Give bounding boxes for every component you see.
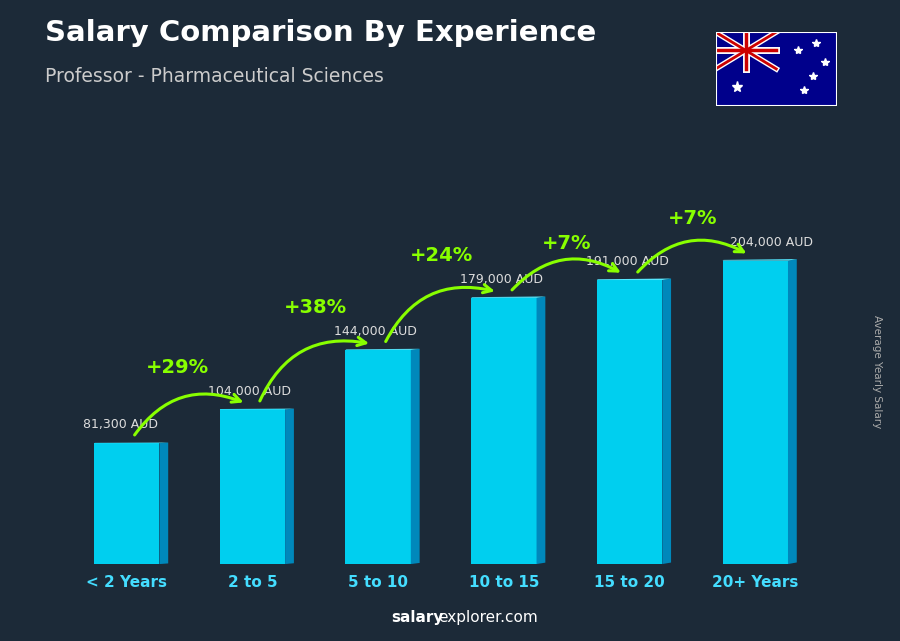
Bar bbox=[346, 350, 410, 564]
Bar bbox=[220, 410, 285, 564]
Polygon shape bbox=[472, 296, 545, 298]
Polygon shape bbox=[597, 278, 671, 280]
Polygon shape bbox=[788, 259, 796, 564]
Text: Average Yearly Salary: Average Yearly Salary bbox=[872, 315, 883, 428]
Text: 179,000 AUD: 179,000 AUD bbox=[460, 273, 543, 286]
Polygon shape bbox=[723, 259, 796, 261]
Polygon shape bbox=[536, 296, 545, 564]
Text: 104,000 AUD: 104,000 AUD bbox=[209, 385, 292, 397]
Text: 191,000 AUD: 191,000 AUD bbox=[586, 255, 669, 268]
Bar bbox=[597, 280, 662, 564]
Text: +7%: +7% bbox=[542, 234, 591, 253]
Polygon shape bbox=[346, 349, 419, 350]
Text: salary: salary bbox=[392, 610, 444, 625]
Polygon shape bbox=[662, 278, 671, 564]
Text: +29%: +29% bbox=[146, 358, 209, 377]
Text: explorer.com: explorer.com bbox=[438, 610, 538, 625]
Text: 144,000 AUD: 144,000 AUD bbox=[334, 325, 417, 338]
Polygon shape bbox=[220, 408, 294, 410]
Bar bbox=[723, 261, 788, 564]
Text: +24%: +24% bbox=[410, 246, 472, 265]
Text: 204,000 AUD: 204,000 AUD bbox=[730, 236, 813, 249]
Text: Professor - Pharmaceutical Sciences: Professor - Pharmaceutical Sciences bbox=[45, 67, 384, 87]
Polygon shape bbox=[159, 442, 168, 564]
Text: 81,300 AUD: 81,300 AUD bbox=[83, 419, 158, 431]
Text: +38%: +38% bbox=[284, 298, 346, 317]
Polygon shape bbox=[410, 349, 419, 564]
Text: Salary Comparison By Experience: Salary Comparison By Experience bbox=[45, 19, 596, 47]
Bar bbox=[94, 443, 159, 564]
Polygon shape bbox=[94, 442, 168, 443]
Polygon shape bbox=[285, 408, 294, 564]
Bar bbox=[472, 298, 536, 564]
Text: +7%: +7% bbox=[668, 209, 717, 228]
